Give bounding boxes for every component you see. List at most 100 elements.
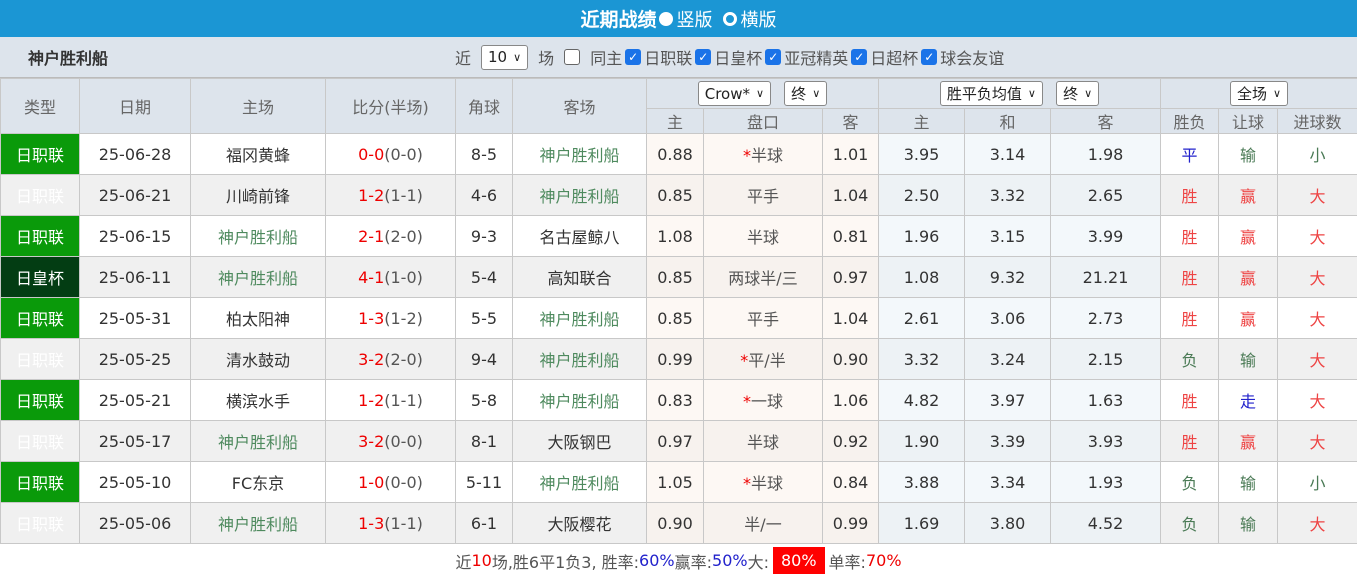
full-score: 2-1: [358, 227, 384, 246]
away-team[interactable]: 神户胜利船: [513, 380, 647, 421]
score-cell[interactable]: 1-2(1-1): [326, 380, 456, 421]
recent-count-value: 10: [488, 48, 507, 66]
company-select[interactable]: Crow*∨: [698, 81, 771, 106]
full-score: 3-2: [358, 350, 384, 369]
same-host-label: 同主: [590, 45, 622, 69]
home-team[interactable]: 神户胜利船: [191, 216, 326, 257]
table-row[interactable]: 日职联 25-05-25 清水鼓动 3-2(2-0) 9-4 神户胜利船 0.9…: [1, 339, 1357, 380]
subcol-header: 主: [879, 109, 965, 134]
table-row[interactable]: 日职联 25-05-06 神户胜利船 1-3(1-1) 6-1 大阪樱花 0.9…: [1, 503, 1357, 544]
odds-final-select[interactable]: 终∨: [1056, 81, 1099, 106]
handicap-home-odds: 0.88: [647, 134, 704, 175]
corners: 4-6: [456, 175, 513, 216]
odds-win: 1.96: [879, 216, 965, 257]
match-date: 25-05-21: [80, 380, 191, 421]
table-row[interactable]: 日职联 25-05-17 神户胜利船 3-2(0-0) 8-1 大阪钢巴 0.9…: [1, 421, 1357, 462]
handicap-final-select[interactable]: 终∨: [784, 81, 827, 106]
radio-vertical[interactable]: [659, 12, 673, 26]
half-score: (2-0): [384, 227, 423, 246]
corners: 5-8: [456, 380, 513, 421]
odds-controls: 胜平负均值∨ 终∨: [879, 79, 1161, 109]
handicap-line-cell: 半球: [704, 216, 823, 257]
odds-win: 1.69: [879, 503, 965, 544]
score-cell[interactable]: 3-2(2-0): [326, 339, 456, 380]
col-date: 日期: [80, 79, 191, 134]
score-cell[interactable]: 3-2(0-0): [326, 421, 456, 462]
match-type[interactable]: 日皇杯: [1, 257, 80, 298]
home-team[interactable]: 福冈黄蜂: [191, 134, 326, 175]
score-cell[interactable]: 1-2(1-1): [326, 175, 456, 216]
odds-draw: 3.15: [965, 216, 1051, 257]
filter-checkbox[interactable]: ✓: [695, 49, 711, 65]
home-team[interactable]: 神户胜利船: [191, 257, 326, 298]
subcol-header: 盘口: [704, 109, 823, 134]
odds-type-select[interactable]: 胜平负均值∨: [940, 81, 1043, 106]
score-cell[interactable]: 1-0(0-0): [326, 462, 456, 503]
score-cell[interactable]: 4-1(1-0): [326, 257, 456, 298]
table-row[interactable]: 日职联 25-06-21 川崎前锋 1-2(1-1) 4-6 神户胜利船 0.8…: [1, 175, 1357, 216]
summary-text: 近: [455, 549, 471, 573]
filter-checkbox[interactable]: ✓: [851, 49, 867, 65]
away-team[interactable]: 神户胜利船: [513, 462, 647, 503]
table-row[interactable]: 日职联 25-06-28 福冈黄蜂 0-0(0-0) 8-5 神户胜利船 0.8…: [1, 134, 1357, 175]
subcol-header: 胜负: [1161, 109, 1219, 134]
score-cell[interactable]: 2-1(2-0): [326, 216, 456, 257]
table-row[interactable]: 日皇杯 25-06-11 神户胜利船 4-1(1-0) 5-4 高知联合 0.8…: [1, 257, 1357, 298]
cover-rate: 50%: [712, 551, 748, 570]
away-team[interactable]: 神户胜利船: [513, 298, 647, 339]
col-type: 类型: [1, 79, 80, 134]
filter-checkbox[interactable]: ✓: [921, 49, 937, 65]
home-team[interactable]: FC东京: [191, 462, 326, 503]
match-type[interactable]: 日职联: [1, 380, 80, 421]
match-type[interactable]: 日职联: [1, 503, 80, 544]
away-team[interactable]: 名古屋鲸八: [513, 216, 647, 257]
home-team[interactable]: 神户胜利船: [191, 421, 326, 462]
match-type[interactable]: 日职联: [1, 175, 80, 216]
recent-count-select[interactable]: 10 ∨: [481, 45, 528, 70]
home-team[interactable]: 清水鼓动: [191, 339, 326, 380]
table-row[interactable]: 日职联 25-06-15 神户胜利船 2-1(2-0) 9-3 名古屋鲸八 1.…: [1, 216, 1357, 257]
match-type[interactable]: 日职联: [1, 298, 80, 339]
handicap-away-odds: 1.04: [823, 298, 879, 339]
away-team[interactable]: 神户胜利船: [513, 134, 647, 175]
odds-loss: 3.99: [1051, 216, 1161, 257]
table-row[interactable]: 日职联 25-05-21 横滨水手 1-2(1-1) 5-8 神户胜利船 0.8…: [1, 380, 1357, 421]
chevron-down-icon: ∨: [513, 51, 521, 64]
handicap-line-cell: *半球: [704, 134, 823, 175]
score-cell[interactable]: 1-3(1-1): [326, 503, 456, 544]
odds-draw: 3.32: [965, 175, 1051, 216]
filter-checkbox[interactable]: ✓: [625, 49, 641, 65]
table-row[interactable]: 日职联 25-05-31 柏太阳神 1-3(1-2) 5-5 神户胜利船 0.8…: [1, 298, 1357, 339]
match-type[interactable]: 日职联: [1, 216, 80, 257]
home-team[interactable]: 横滨水手: [191, 380, 326, 421]
corners: 5-4: [456, 257, 513, 298]
match-type[interactable]: 日职联: [1, 339, 80, 380]
radio-horizontal-label[interactable]: 横版: [741, 6, 777, 32]
score-cell[interactable]: 1-3(1-2): [326, 298, 456, 339]
away-team[interactable]: 神户胜利船: [513, 339, 647, 380]
away-team[interactable]: 高知联合: [513, 257, 647, 298]
away-team[interactable]: 神户胜利船: [513, 175, 647, 216]
score-cell[interactable]: 0-0(0-0): [326, 134, 456, 175]
away-team[interactable]: 大阪樱花: [513, 503, 647, 544]
away-team[interactable]: 大阪钢巴: [513, 421, 647, 462]
filter-checkbox[interactable]: ✓: [765, 49, 781, 65]
period-select[interactable]: 全场∨: [1230, 81, 1288, 106]
handicap-result: 赢: [1219, 175, 1278, 216]
home-team[interactable]: 川崎前锋: [191, 175, 326, 216]
odds-draw: 3.14: [965, 134, 1051, 175]
subcol-header: 客: [1051, 109, 1161, 134]
match-type[interactable]: 日职联: [1, 134, 80, 175]
home-team[interactable]: 柏太阳神: [191, 298, 326, 339]
same-host-checkbox[interactable]: [564, 49, 580, 65]
table-row[interactable]: 日职联 25-05-10 FC东京 1-0(0-0) 5-11 神户胜利船 1.…: [1, 462, 1357, 503]
corners: 8-1: [456, 421, 513, 462]
chevron-down-icon: ∨: [812, 87, 820, 100]
odds-win: 3.32: [879, 339, 965, 380]
radio-vertical-label[interactable]: 竖版: [677, 6, 713, 32]
filter-label: 亚冠精英: [784, 45, 848, 69]
radio-horizontal[interactable]: [723, 12, 737, 26]
match-type[interactable]: 日职联: [1, 421, 80, 462]
match-type[interactable]: 日职联: [1, 462, 80, 503]
home-team[interactable]: 神户胜利船: [191, 503, 326, 544]
